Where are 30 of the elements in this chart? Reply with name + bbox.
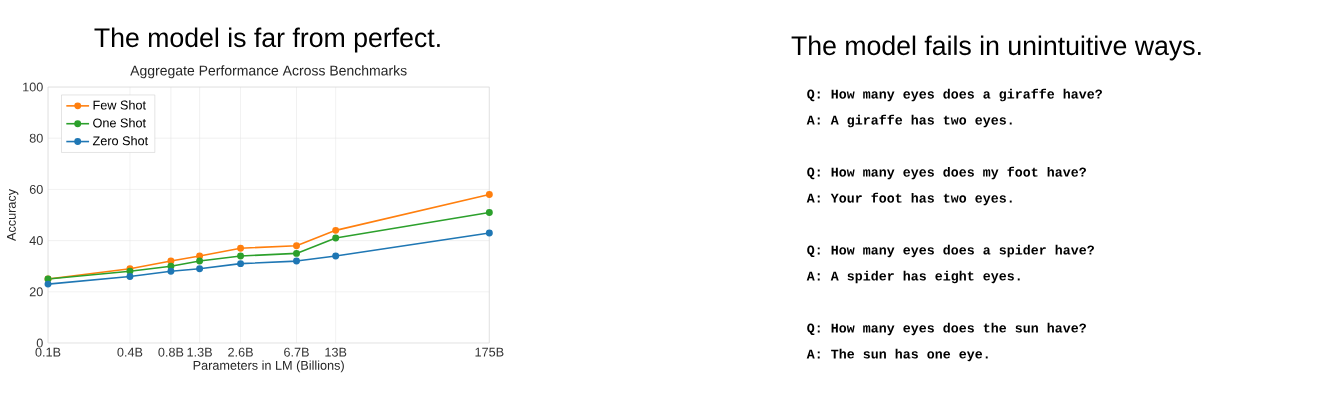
text: A: Your foot has two eyes. [806,192,1012,206]
y-tick-label: 20 [29,287,43,297]
y-tick-label: 40 [29,236,43,246]
chart-title: The model is far from perfect. [94,27,440,53]
legend-label: Few Shot [93,100,146,110]
chart-subtitle: Aggregate Performance Across Benchmarks [130,65,407,79]
x-axis-title: Parameters in LM (Billions) [193,360,344,373]
x-tick-label: 6.7B [284,347,309,357]
text: The model fails in unintuitive ways. [791,35,1201,61]
y-tick-label: 60 [29,184,43,194]
legend-label: Zero Shot [92,135,149,146]
x-tick-label: 13B [325,347,347,357]
y-tick-label: 80 [29,133,43,143]
text: Q: How many eyes does a spider have? [807,244,1094,258]
y-axis-title: Accuracy [6,188,19,242]
text: A: A giraffe has two eyes. [806,114,1012,128]
text: Q: How many eyes does a giraffe have? [807,88,1102,102]
x-tick-label: 1.3B [187,347,212,357]
y-tick-label: 0 [36,338,43,348]
x-tick-label: 0.4B [117,347,143,357]
y-tick-label: 100 [23,82,43,92]
text: A: The sun has one eye. [806,348,988,362]
x-tick-label: 0.1B [35,347,61,357]
text: Q: How many eyes does the sun have? [807,322,1086,336]
x-tick-label: 175B [475,347,504,357]
text: Q: How many eyes does my foot have? [807,166,1086,180]
x-tick-label: 0.8B [158,347,184,357]
legend-label: One Shot [93,118,146,128]
x-tick-label: 2.6B [228,347,253,357]
text: A: A spider has eight eyes. [806,270,1020,284]
